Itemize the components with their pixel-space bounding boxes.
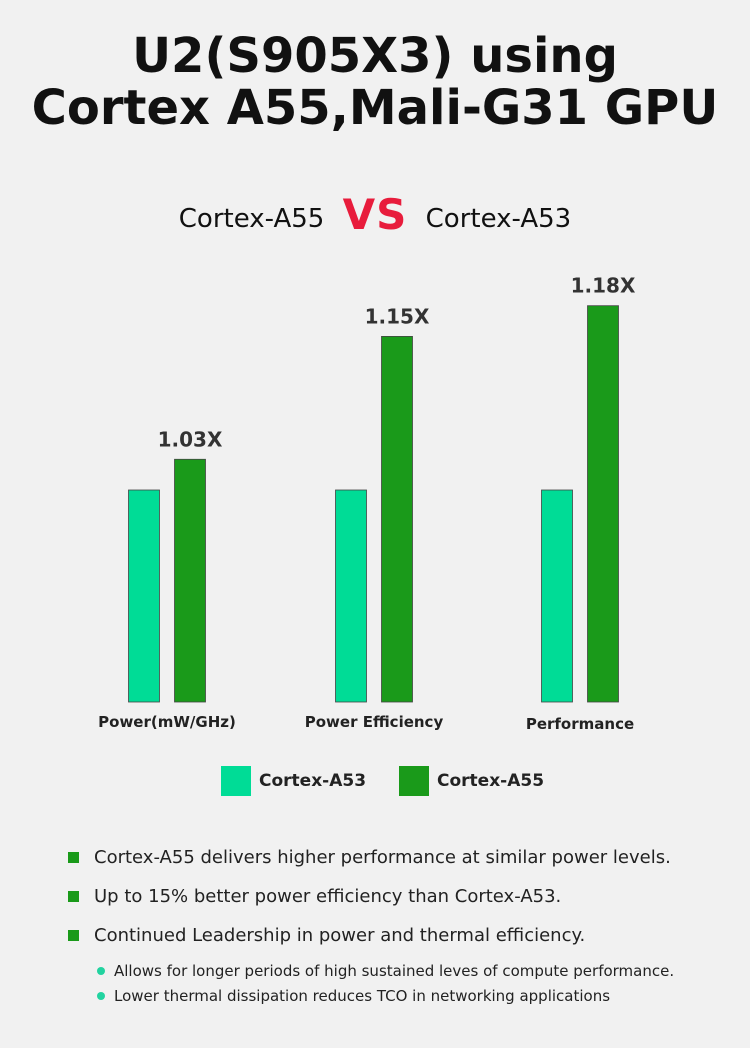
bar-a53-0 (128, 489, 160, 703)
chart-legend: Cortex-A53 Cortex-A55 (0, 766, 750, 796)
bar-a55-2 (587, 305, 619, 703)
data-label-2: 1.18X (571, 274, 636, 298)
vs-right-label: Cortex-A53 (425, 204, 572, 234)
category-label-2: Performance (526, 715, 634, 733)
list-item: Continued Leadership in power and therma… (68, 916, 728, 955)
sub-bullet-text: Allows for longer periods of high sustai… (114, 961, 675, 980)
sub-bullet-text: Lower thermal dissipation reduces TCO in… (114, 986, 611, 1005)
list-item: Up to 15% better power efficiency than C… (68, 877, 728, 916)
bar-chart: 1.03X Power(mW/GHz) 1.15X Power Efficiency 1… (98, 274, 636, 733)
legend-label-a53: Cortex-A53 (259, 771, 367, 791)
legend-swatch-a55 (399, 766, 429, 796)
comparison-heading: Cortex-A55 VS Cortex-A53 (0, 190, 750, 239)
category-label-0: Power(mW/GHz) (98, 713, 236, 731)
bullet-dot-icon (97, 991, 105, 1000)
bullet-square-icon (68, 852, 79, 863)
title-line-1: U2(S905X3) using (132, 28, 618, 84)
data-label-1: 1.15X (365, 304, 430, 328)
bullet-square-icon (68, 930, 79, 941)
bar-a55-0 (174, 458, 206, 703)
sub-list-item: Lower thermal dissipation reduces TCO in… (97, 983, 728, 1008)
bullet-dot-icon (97, 966, 105, 975)
category-label-1: Power Efficiency (305, 713, 444, 731)
vs-left-label: Cortex-A55 (178, 204, 325, 234)
data-label-0: 1.03X (158, 427, 223, 451)
legend-label-a55: Cortex-A55 (437, 771, 545, 791)
bar-a55-1 (381, 336, 413, 703)
legend-swatch-a53 (221, 766, 251, 796)
bullet-text: Up to 15% better power efficiency than C… (94, 886, 562, 907)
legend-item-a53: Cortex-A53 (221, 766, 366, 796)
bar-a53-1 (335, 489, 367, 703)
page-title: U2(S905X3) using Cortex A55,Mali-G31 GPU (0, 30, 750, 134)
bullet-square-icon (68, 891, 79, 902)
list-item: Cortex-A55 delivers higher performance a… (68, 838, 728, 877)
sub-list-item: Allows for longer periods of high sustai… (97, 958, 728, 983)
title-line-2: Cortex A55,Mali-G31 GPU (31, 80, 719, 136)
legend-item-a55: Cortex-A55 (399, 766, 544, 796)
bullet-text: Continued Leadership in power and therma… (94, 925, 586, 946)
bar-a53-2 (541, 489, 573, 703)
vs-label: VS (342, 190, 408, 239)
feature-list: Cortex-A55 delivers higher performance a… (68, 838, 728, 1008)
bullet-text: Cortex-A55 delivers higher performance a… (94, 847, 671, 868)
